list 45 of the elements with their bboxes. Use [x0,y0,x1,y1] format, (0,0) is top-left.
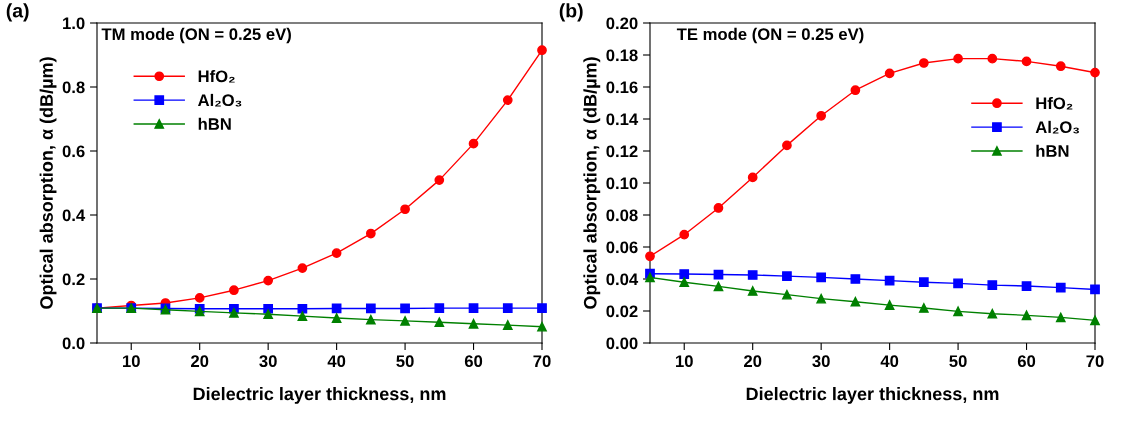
x-tick-label: 30 [259,355,277,368]
annotation: TE mode (ON = 0.25 eV) [676,27,864,44]
x-tick-label: 60 [1017,355,1036,368]
y-tick-label: 0.04 [606,273,639,286]
legend-label: hBN [198,117,231,130]
y-axis-title: Optical absorption, α (dB/µm) [583,57,601,309]
y-tick-label: 0.00 [606,337,638,350]
x-tick-label: 30 [812,355,830,368]
x-tick-label: 50 [949,355,967,368]
x-tick-label: 40 [327,355,346,368]
y-tick-label: 0.2 [62,273,85,286]
x-tick-label: 40 [880,355,899,368]
y-tick-label: 0.02 [606,305,638,318]
y-tick-label: 0.10 [606,177,638,190]
legend-label: HfO₂ [198,70,235,83]
x-axis-title: Dielectric layer thickness, nm [746,387,999,404]
x-tick-label: 50 [396,355,414,368]
x-tick-label: 20 [744,355,762,368]
legend-label: Al₂O₃ [1035,120,1080,134]
y-tick-label: 0.4 [62,209,86,222]
text: (a) [6,3,29,22]
y-tick-label: 0.20 [606,17,638,30]
legend-label: Al₂O₃ [198,93,242,107]
y-tick-label: 1.0 [63,17,85,30]
x-tick-label: 70 [1086,355,1104,368]
y-tick-label: 0.12 [606,145,638,158]
text: (b) [559,3,583,22]
y-tick-label: 0.14 [606,113,639,126]
x-tick-label: 20 [191,355,209,368]
x-tick-label: 10 [123,355,140,368]
x-tick-label: 70 [533,355,551,368]
y-tick-label: 0.8 [62,81,85,94]
x-axis-title: Dielectric layer thickness, nm [193,387,446,404]
y-tick-label: 0.6 [62,145,85,158]
y-tick-label: 0.16 [606,81,638,94]
y-tick-label: 0.06 [606,241,638,254]
annotation: TM mode (ON = 0.25 eV) [101,27,291,44]
y-axis-title: Optical absorption, α (dB/µm) [39,57,57,309]
legend-label: HfO₂ [1036,96,1073,110]
y-tick-label: 0.08 [606,209,638,222]
y-tick-label: 0.18 [606,49,638,62]
y-tick-label: 0.0 [62,337,85,350]
x-tick-label: 10 [676,355,693,368]
x-tick-label: 60 [464,355,483,368]
legend-label: hBN [1036,144,1069,157]
